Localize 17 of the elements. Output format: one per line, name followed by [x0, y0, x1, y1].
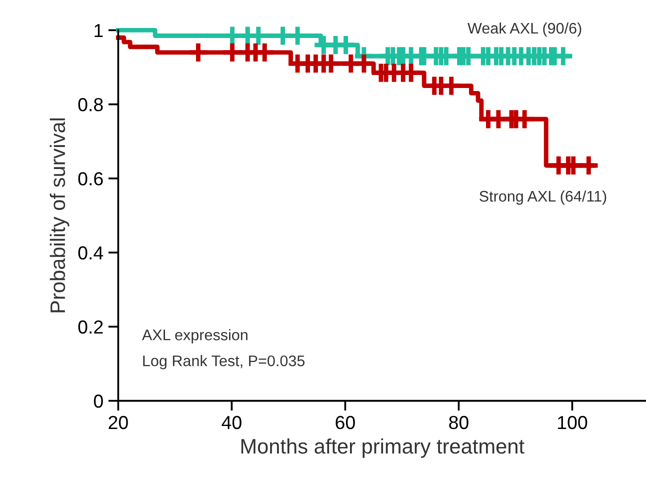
- x-axis-title: Months after primary treatment: [241, 438, 524, 458]
- y-tick-label: 1: [94, 24, 103, 37]
- x-tick-label: 60: [336, 416, 355, 430]
- y-axis-title: Probability of survival: [50, 118, 70, 312]
- x-tick-label: 80: [449, 416, 468, 430]
- x-tick-label: 40: [222, 416, 242, 430]
- x-tick-label: 20: [108, 416, 128, 430]
- x-tick-label: 100: [558, 416, 588, 430]
- series-label: Strong AXL (64/11): [480, 190, 606, 205]
- annotation: Log Rank Test, P=0.035: [143, 355, 305, 370]
- y-tick-label: 0: [94, 394, 103, 408]
- y-tick-label: 0.6: [78, 172, 103, 186]
- y-tick-label: 0.8: [78, 98, 103, 112]
- annotation: AXL expression: [142, 329, 248, 344]
- series-label: Weak AXL (90/6): [468, 22, 582, 37]
- y-tick-label: 0.2: [78, 320, 103, 334]
- y-tick-label: 0.4: [78, 246, 104, 260]
